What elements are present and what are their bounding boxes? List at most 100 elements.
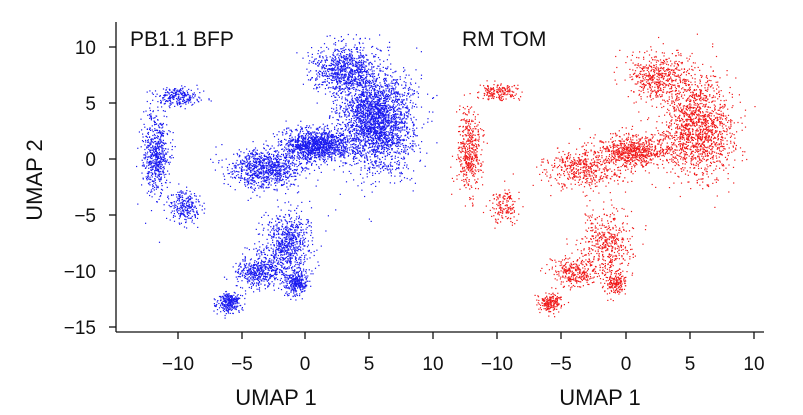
- data-point: [402, 145, 404, 147]
- data-point: [337, 140, 339, 143]
- data-point: [363, 160, 366, 162]
- data-point: [378, 151, 380, 153]
- data-point: [325, 132, 327, 134]
- data-point: [392, 143, 394, 145]
- data-point: [360, 126, 362, 128]
- data-point: [359, 90, 361, 92]
- data-point: [336, 132, 338, 134]
- data-point: [350, 79, 353, 81]
- data-point: [387, 148, 389, 150]
- data-point: [360, 129, 362, 131]
- data-point: [329, 68, 331, 70]
- data-point: [427, 118, 429, 120]
- data-point: [321, 155, 323, 157]
- data-point: [436, 94, 438, 97]
- data-point: [294, 138, 296, 140]
- data-point: [284, 149, 286, 151]
- data-point: [351, 139, 353, 141]
- data-point: [348, 82, 350, 85]
- data-point: [262, 186, 264, 188]
- data-point: [290, 143, 292, 145]
- data-point: [353, 87, 355, 89]
- data-point: [390, 126, 392, 128]
- data-point: [375, 116, 377, 118]
- data-point: [371, 99, 373, 101]
- data-point: [331, 111, 333, 113]
- data-point: [227, 173, 229, 175]
- data-point: [326, 164, 328, 166]
- data-point: [295, 144, 298, 146]
- data-point: [325, 65, 328, 67]
- data-point: [396, 129, 398, 131]
- data-point: [384, 156, 387, 158]
- data-point: [341, 40, 343, 42]
- data-point: [333, 149, 336, 151]
- data-point: [296, 147, 298, 149]
- data-point: [297, 146, 299, 148]
- data-point: [335, 59, 337, 61]
- data-point: [347, 33, 349, 36]
- data-point: [383, 144, 385, 147]
- data-point: [293, 150, 295, 153]
- data-point: [215, 146, 217, 148]
- data-point: [395, 126, 397, 128]
- data-point: [359, 83, 361, 85]
- data-point: [343, 57, 345, 59]
- data-point: [415, 69, 417, 71]
- data-point: [301, 136, 303, 138]
- data-point: [354, 93, 356, 95]
- data-point: [288, 144, 290, 146]
- data-point: [403, 146, 405, 148]
- data-point: [214, 169, 216, 171]
- data-point: [388, 41, 391, 43]
- data-point: [373, 96, 375, 98]
- data-point: [266, 165, 269, 167]
- data-point: [329, 115, 331, 117]
- data-point: [330, 62, 332, 64]
- data-point: [287, 167, 289, 169]
- data-point: [331, 142, 333, 144]
- data-point: [360, 83, 362, 85]
- data-point: [316, 136, 318, 138]
- data-point: [368, 114, 370, 116]
- data-point: [370, 73, 372, 75]
- data-point: [317, 138, 319, 140]
- data-point: [271, 166, 273, 168]
- data-point: [406, 105, 408, 107]
- data-point: [372, 85, 374, 88]
- data-point: [300, 166, 303, 168]
- data-point: [326, 145, 328, 147]
- data-point: [258, 171, 260, 174]
- data-point: [345, 59, 347, 61]
- data-point: [369, 119, 371, 121]
- data-point: [390, 91, 392, 94]
- data-point: [329, 140, 331, 143]
- data-point: [357, 140, 360, 142]
- data-point: [377, 57, 380, 59]
- data-point: [320, 135, 322, 137]
- data-point: [355, 122, 357, 124]
- data-point: [289, 152, 291, 154]
- data-point: [360, 96, 362, 98]
- data-point: [361, 84, 363, 86]
- data-point: [294, 144, 297, 146]
- data-point: [336, 83, 339, 85]
- data-point: [389, 129, 391, 131]
- data-point: [342, 130, 344, 132]
- data-point: [285, 144, 287, 146]
- data-point: [311, 132, 313, 134]
- data-point: [351, 98, 353, 100]
- data-point: [346, 141, 348, 143]
- data-point: [357, 106, 359, 108]
- data-point: [327, 147, 329, 149]
- data-point: [345, 73, 347, 75]
- data-point: [356, 163, 358, 165]
- data-point: [339, 123, 341, 125]
- data-point: [305, 138, 307, 140]
- data-point: [372, 66, 374, 68]
- data-point: [346, 57, 349, 59]
- data-point: [374, 167, 376, 169]
- data-point: [268, 179, 270, 181]
- data-point: [345, 56, 347, 58]
- data-point: [403, 157, 406, 159]
